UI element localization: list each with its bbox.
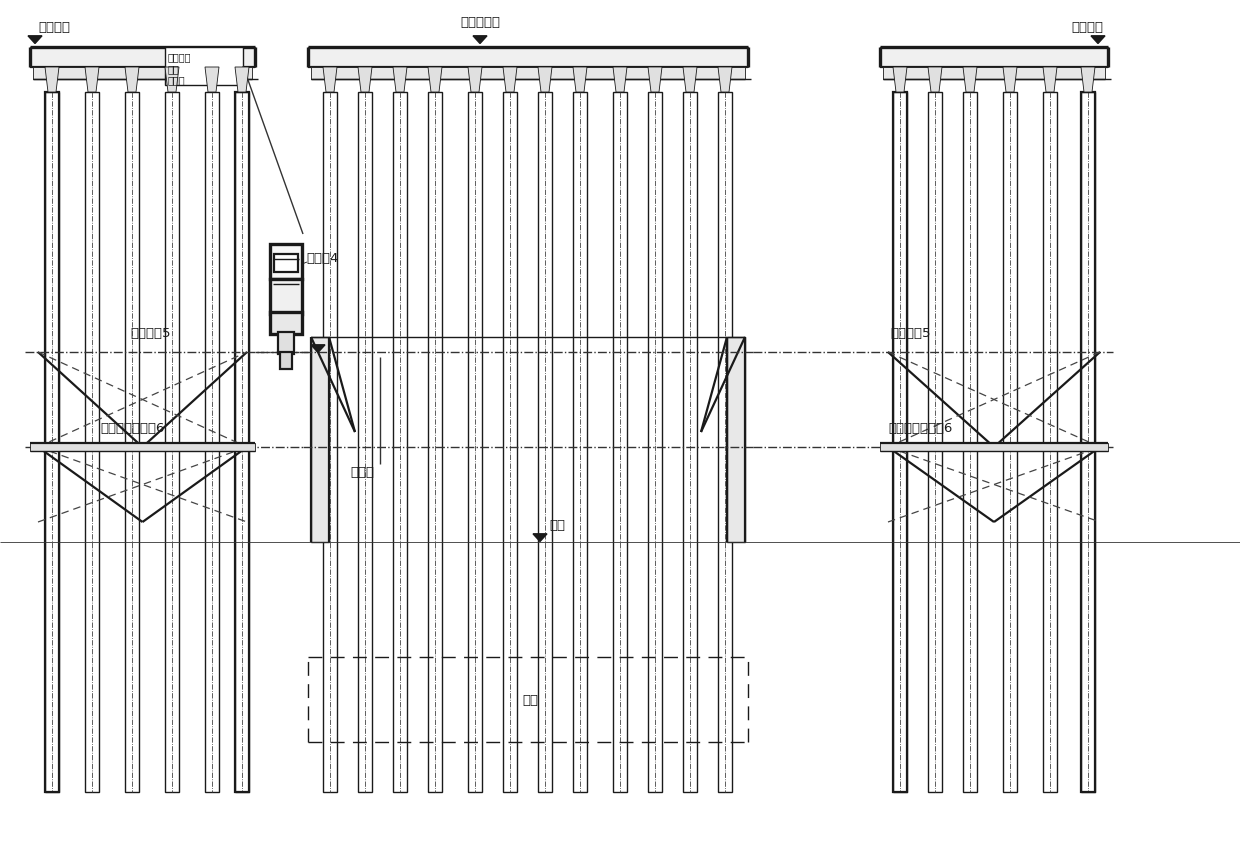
Polygon shape xyxy=(125,67,139,92)
Bar xyxy=(270,244,303,279)
Text: 围塽顶: 围塽顶 xyxy=(350,466,374,478)
Bar xyxy=(683,92,697,792)
Bar xyxy=(45,92,60,792)
Bar xyxy=(165,92,179,792)
Bar xyxy=(205,92,219,792)
Polygon shape xyxy=(311,345,325,353)
Bar xyxy=(880,443,1109,451)
Polygon shape xyxy=(963,67,977,92)
Polygon shape xyxy=(613,67,627,92)
Bar xyxy=(322,92,337,792)
Bar xyxy=(86,92,99,792)
Bar xyxy=(503,92,517,792)
Polygon shape xyxy=(29,36,42,44)
Bar xyxy=(538,92,552,792)
Bar xyxy=(1081,92,1095,792)
Polygon shape xyxy=(86,67,99,92)
Text: 植桶机4: 植桶机4 xyxy=(306,253,339,265)
Bar xyxy=(573,92,587,792)
Bar xyxy=(30,47,255,67)
Bar xyxy=(467,92,482,792)
Bar xyxy=(963,92,977,792)
Polygon shape xyxy=(322,67,337,92)
Bar xyxy=(270,279,303,314)
Bar xyxy=(236,92,249,792)
Bar xyxy=(311,67,745,79)
Polygon shape xyxy=(358,67,372,92)
Polygon shape xyxy=(236,67,249,92)
Bar xyxy=(358,92,372,792)
Polygon shape xyxy=(45,67,60,92)
Polygon shape xyxy=(683,67,697,92)
Polygon shape xyxy=(1091,36,1105,44)
Polygon shape xyxy=(1003,67,1017,92)
Bar xyxy=(928,92,942,792)
Polygon shape xyxy=(649,67,662,92)
Bar xyxy=(1003,92,1017,792)
Bar xyxy=(270,312,303,334)
Text: 起吊平台: 起吊平台 xyxy=(1071,21,1104,34)
Polygon shape xyxy=(573,67,587,92)
Polygon shape xyxy=(393,67,407,92)
Polygon shape xyxy=(1081,67,1095,92)
Bar xyxy=(45,92,60,792)
Text: 钒板桶限位平叵6: 钒板桶限位平叵6 xyxy=(888,422,952,435)
Bar xyxy=(274,254,298,272)
Bar xyxy=(718,92,732,792)
Polygon shape xyxy=(428,67,441,92)
Bar xyxy=(1081,92,1095,792)
Bar xyxy=(727,337,745,542)
Text: 操作平叵5: 操作平叵5 xyxy=(890,327,930,340)
Polygon shape xyxy=(467,67,482,92)
Polygon shape xyxy=(718,67,732,92)
Bar xyxy=(613,92,627,792)
Text: 液压: 液压 xyxy=(167,64,180,74)
Polygon shape xyxy=(893,67,906,92)
Polygon shape xyxy=(533,534,547,541)
Polygon shape xyxy=(538,67,552,92)
Bar xyxy=(883,67,1105,79)
Bar xyxy=(428,92,441,792)
Bar xyxy=(280,352,291,369)
Bar xyxy=(278,332,294,354)
Bar xyxy=(311,337,329,542)
Text: 操作平叵5: 操作平叵5 xyxy=(130,327,171,340)
Text: 河床: 河床 xyxy=(549,519,565,532)
Bar xyxy=(880,47,1109,67)
Bar xyxy=(893,92,906,792)
Bar xyxy=(33,67,252,79)
Text: 泵油机: 泵油机 xyxy=(167,75,186,85)
Bar xyxy=(393,92,407,792)
Polygon shape xyxy=(503,67,517,92)
Text: 钒孔平台顶: 钒孔平台顶 xyxy=(460,16,500,29)
Bar xyxy=(30,443,255,451)
Bar xyxy=(1043,92,1056,792)
Text: 钒板桶限位平叵6: 钒板桶限位平叵6 xyxy=(100,422,165,435)
Polygon shape xyxy=(1043,67,1056,92)
Bar xyxy=(165,47,243,85)
Text: 动力设备: 动力设备 xyxy=(167,52,191,62)
Text: 承台: 承台 xyxy=(522,694,538,706)
Polygon shape xyxy=(928,67,942,92)
Polygon shape xyxy=(205,67,219,92)
Bar xyxy=(649,92,662,792)
Bar xyxy=(308,47,748,67)
Text: 起吊平台: 起吊平台 xyxy=(38,21,69,34)
Polygon shape xyxy=(472,36,487,44)
Bar xyxy=(125,92,139,792)
Bar xyxy=(236,92,249,792)
Polygon shape xyxy=(165,67,179,92)
Bar xyxy=(893,92,906,792)
